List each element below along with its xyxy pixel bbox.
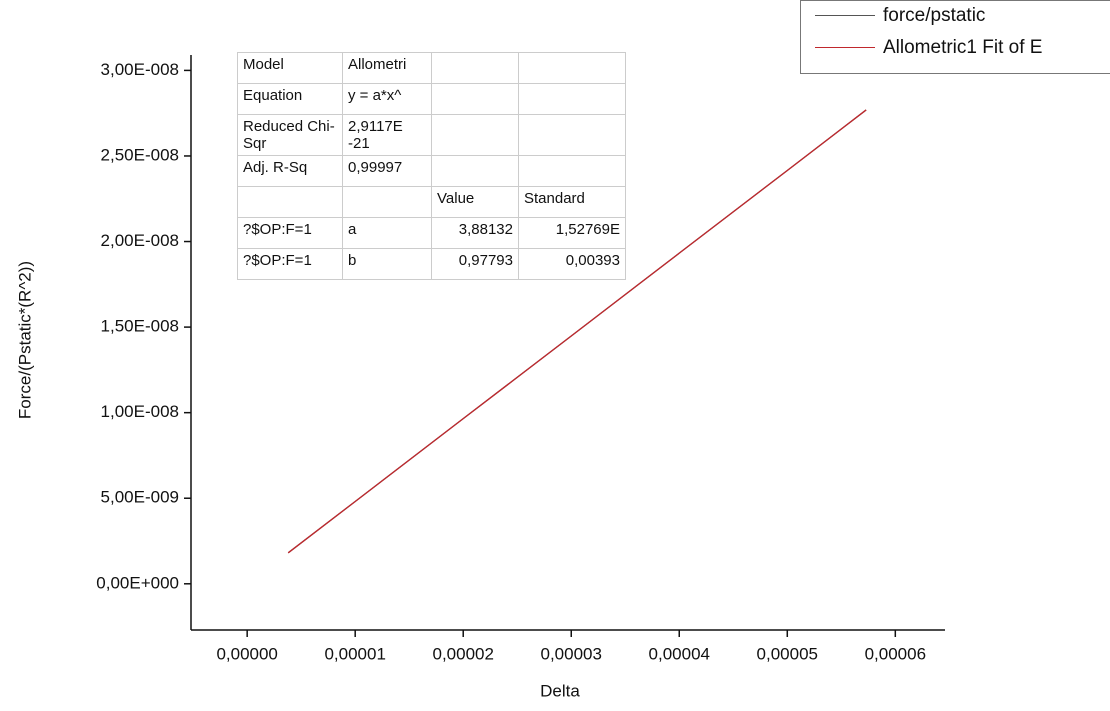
table-cell: a <box>342 217 432 249</box>
table-cell: 2,9117E -21 <box>342 114 432 156</box>
x-tick-label: 0,00005 <box>757 644 818 663</box>
table-cell <box>518 52 626 84</box>
x-tick-label: 0,00003 <box>541 644 602 663</box>
y-tick-label: 0,00E+000 <box>96 573 179 592</box>
legend-label: Allometric1 Fit of E <box>883 37 1043 58</box>
legend-label: force/pstatic <box>883 5 986 26</box>
y-tick-label: 3,00E-008 <box>101 60 179 79</box>
y-tick-label: 2,00E-008 <box>101 231 179 250</box>
table-row: Reduced Chi-Sqr 2,9117E -21 <box>237 114 626 156</box>
table-cell <box>431 114 519 156</box>
table-row: Equation y = a*x^ <box>237 83 626 115</box>
table-cell: 0,99997 <box>342 155 432 187</box>
legend-item: Allometric1 Fit of E <box>815 37 1042 59</box>
y-tick-label: 5,00E-009 <box>101 488 179 507</box>
table-row: Value Standard <box>237 186 626 218</box>
table-row: Model Allometri <box>237 52 626 84</box>
table-cell <box>237 186 343 218</box>
y-tick-label: 1,50E-008 <box>101 317 179 336</box>
x-tick-label: 0,00000 <box>216 644 277 663</box>
table-cell: 0,97793 <box>431 248 519 280</box>
table-cell: 3,88132 <box>431 217 519 249</box>
table-cell <box>518 83 626 115</box>
table-cell: Adj. R-Sq <box>237 155 343 187</box>
x-tick-label: 0,00006 <box>865 644 926 663</box>
table-cell: 1,52769E <box>518 217 626 249</box>
legend-item: force/pstatic <box>815 5 985 27</box>
table-cell: y = a*x^ <box>342 83 432 115</box>
table-cell: 0,00393 <box>518 248 626 280</box>
x-tick-label: 0,00001 <box>324 644 385 663</box>
table-cell <box>431 52 519 84</box>
legend-swatch <box>815 47 875 49</box>
legend: force/pstatic Allometric1 Fit of E <box>800 0 1110 74</box>
table-cell <box>431 83 519 115</box>
table-cell: ?$OP:F=1 <box>237 217 343 249</box>
table-cell <box>342 186 432 218</box>
table-cell: Allometri <box>342 52 432 84</box>
fit-table: Model Allometri Equation y = a*x^ Reduced Ch… <box>237 52 626 280</box>
table-cell: Standard <box>518 186 626 218</box>
x-tick-label: 0,00004 <box>649 644 710 663</box>
table-cell: Value <box>431 186 519 218</box>
table-row: ?$OP:F=1 b 0,97793 0,00393 <box>237 248 626 280</box>
y-tick-label: 1,00E-008 <box>101 402 179 421</box>
table-cell: Model <box>237 52 343 84</box>
series-line <box>287 109 867 554</box>
y-tick-label: 2,50E-008 <box>101 145 179 164</box>
table-cell: Equation <box>237 83 343 115</box>
x-tick-label: 0,00002 <box>432 644 493 663</box>
table-cell: ?$OP:F=1 <box>237 248 343 280</box>
table-row: Adj. R-Sq 0,99997 <box>237 155 626 187</box>
table-cell: Reduced Chi-Sqr <box>237 114 343 156</box>
table-cell <box>518 114 626 156</box>
legend-swatch <box>815 15 875 17</box>
y-axis-title: Force/(Pstatic*(R^2)) <box>15 261 34 419</box>
table-cell <box>518 155 626 187</box>
table-row: ?$OP:F=1 a 3,88132 1,52769E <box>237 217 626 249</box>
table-cell <box>431 155 519 187</box>
x-axis-title: Delta <box>540 681 580 700</box>
table-cell: b <box>342 248 432 280</box>
